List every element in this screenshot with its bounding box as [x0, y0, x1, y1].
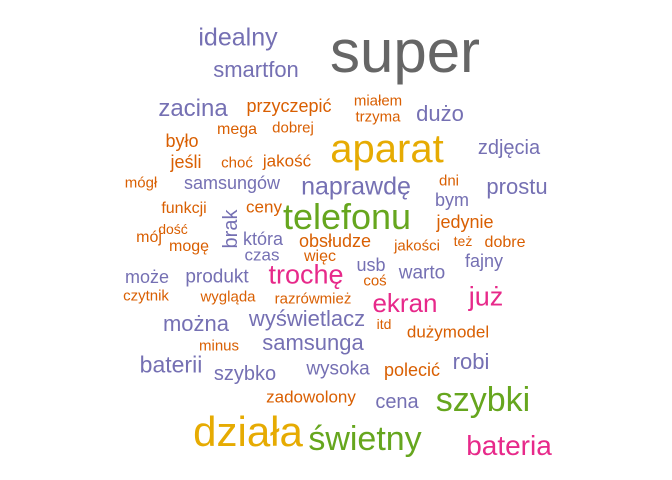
word-dosc: dość [158, 221, 188, 237]
word-szybki: szybki [435, 381, 531, 419]
word-jedynie: jedynie [436, 212, 494, 232]
word-dni: dni [438, 172, 460, 190]
word-samsunga: samsunga [262, 330, 364, 355]
word-prostu: prostu [486, 174, 548, 199]
word-moze: może [124, 267, 170, 287]
word-mogl: mógł [124, 174, 158, 192]
word-duzo: dużo [416, 101, 464, 126]
word-usb: usb [356, 255, 386, 275]
word-zadowolony: zadowolony [266, 387, 356, 407]
word-cos: coś [363, 272, 387, 290]
word-dobrej: dobrej [272, 119, 314, 137]
word-mialem: miałem [353, 92, 403, 110]
word-tez: też [453, 233, 473, 249]
word-robi: robi [452, 349, 490, 374]
word-czytnik: czytnik [123, 287, 169, 305]
word-samsungow: samsungów [183, 173, 281, 193]
word-bateria: bateria [466, 430, 552, 461]
word-czas: czas [244, 245, 280, 265]
word-troche: trochę [268, 259, 344, 290]
word-mozna: można [162, 311, 230, 336]
word-idealny: idealny [198, 23, 278, 52]
word-razrowmiez: razrówmież [274, 290, 352, 308]
word-bym: bym [434, 190, 470, 210]
word-smartfon: smartfon [213, 57, 299, 82]
word-wiec: więc [303, 248, 337, 265]
word-jakosci: jakości [394, 237, 440, 255]
word-funkcji: funkcji [161, 200, 207, 217]
word-juz: już [468, 281, 504, 312]
word-bylo: było [165, 131, 199, 151]
word-telefonu: telefonu [282, 196, 412, 237]
word-jesli: jeśli [170, 152, 202, 172]
word-ktora: która [242, 229, 284, 249]
word-naprawde: naprawdę [301, 172, 411, 201]
word-przyczepic: przyczepić [246, 96, 332, 116]
word-duzymodel: dużymodel [406, 322, 490, 342]
word-produkt: produkt [185, 266, 249, 288]
word-jakosc: jakość [262, 151, 312, 171]
word-polecic: polecić [383, 360, 441, 380]
word-super: super [329, 18, 481, 85]
word-choc: choć [221, 154, 253, 172]
word-warto: warto [398, 262, 446, 284]
word-wyswietlacz: wyświetlacz [248, 306, 366, 331]
word-dobre: dobre [484, 234, 526, 251]
word-itd: itd [376, 316, 392, 332]
word-minus: minus [198, 337, 240, 355]
word-mega: mega [216, 121, 258, 138]
word-szybko: szybko [213, 363, 277, 385]
word-wyglada: wygląda [200, 288, 256, 306]
word-brak: brak [220, 209, 242, 249]
word-swietny: świetny [308, 420, 422, 458]
word-fajny: fajny [464, 251, 504, 271]
word-moj: mój [136, 229, 162, 246]
word-baterii: baterii [139, 351, 203, 378]
word-dziala: działa [193, 408, 303, 455]
word-zacina: zacina [158, 95, 228, 122]
word-moge: mogę [168, 238, 210, 255]
word-aparat: aparat [330, 127, 444, 171]
word-cena: cena [375, 391, 419, 413]
word-wysoka: wysoka [306, 358, 370, 380]
word-ceny: ceny [246, 197, 282, 217]
word-obsludze: obsłudze [298, 231, 372, 251]
word-trzyma: trzyma [355, 108, 401, 126]
word-zdjecia: zdjęcia [477, 137, 541, 159]
word-ekran: ekran [372, 288, 438, 318]
